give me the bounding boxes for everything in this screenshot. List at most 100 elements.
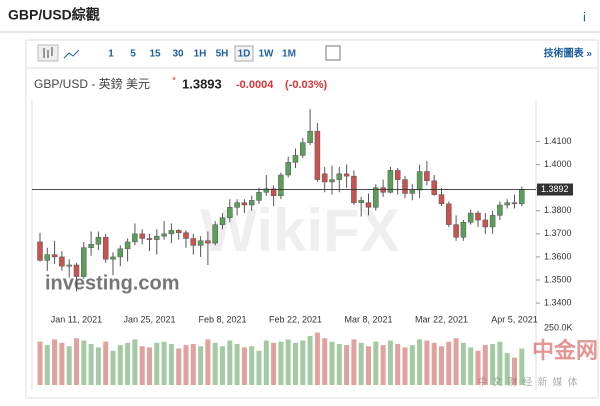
volume-bar [336,343,342,385]
candle-body [161,233,167,237]
candle-body [489,215,496,228]
volume-bar [74,338,79,385]
volume-bar [351,339,357,385]
candle-glyph [43,47,53,58]
volume-bar [154,342,160,385]
volume-bar [125,342,131,385]
candle-body [197,240,204,246]
candle-body [387,170,394,193]
volume-bar [490,343,496,385]
candle-body [190,238,197,246]
volume-bar [241,347,247,385]
volume-bar [81,340,87,385]
candle-body [285,162,291,176]
candle-body [497,204,503,216]
volume-bar [95,347,101,385]
candle-body [314,130,321,180]
volume-bar [314,332,320,385]
period-button[interactable]: 1H [194,49,207,60]
volume-bar [88,343,94,385]
volume-bar [198,346,204,385]
volume-bar [190,343,196,385]
candle-body [460,222,467,238]
volume-bar [212,342,218,385]
candle-body [511,202,518,205]
y-tick-label: 1.3500 [544,274,572,284]
period-button[interactable]: 1D [238,49,251,60]
period-button[interactable]: 5H [216,49,229,60]
period-button[interactable]: 5 [130,49,136,60]
period-button[interactable]: 1M [282,49,296,60]
candle-body [467,212,474,223]
y-tick-label: 1.4100 [544,136,572,146]
volume-bar [387,340,393,385]
volume-bar [205,339,211,385]
candle-body [59,256,65,267]
candle-body [504,202,510,206]
volume-bar [512,357,517,385]
x-tick-label: Jan 25, 2021 [123,314,175,324]
candle-body [482,219,489,228]
candle-body [270,188,277,197]
candle-body [110,256,116,260]
candle-body [300,142,306,156]
candle-body [132,233,138,243]
volume-bar [307,335,313,385]
candle-body [431,180,437,195]
candle-body [380,187,386,193]
candle-body [416,171,423,191]
volume-bar [168,343,174,385]
candle-body [256,192,262,201]
site-watermark: 中金网 [532,338,598,363]
volume-bar [183,345,189,385]
volume-bar [358,342,364,385]
candle-body [241,202,248,206]
volume-bar [329,341,335,385]
candle-body [402,179,408,194]
volume-bar [409,345,415,385]
period-button[interactable]: 1W [259,49,275,60]
candle-body [37,241,43,261]
tech-chart-link[interactable]: 技術圖表 » [544,47,593,60]
candle-body [329,179,335,183]
candle-body [227,207,233,218]
candle-body [321,173,328,183]
period-selected [234,45,254,62]
volume-bar [132,339,138,385]
volume-bar [395,343,401,385]
volume-bar [519,348,525,385]
candle-body [438,194,445,205]
candle-body [44,254,51,261]
candle-body [168,230,175,235]
volume-bar [446,341,452,385]
line-icon[interactable] [63,49,80,59]
candle-body [154,235,160,240]
volume-bar [249,346,255,385]
widget-title: GBP/USD綜觀 [8,7,100,23]
volume-bar [220,346,225,385]
x-tick-label: Feb 22, 2021 [269,314,322,324]
widget-frame [25,39,599,399]
volume-bar [482,345,488,385]
candle-body [519,189,525,205]
candle-body [365,202,372,208]
period-button[interactable]: 30 [172,49,184,60]
y-tick-label: 1.3800 [544,205,572,215]
volume-bar [37,341,43,385]
candle-body [73,264,80,277]
volume-bar [52,339,58,385]
candle-body [51,254,58,258]
period-button[interactable]: 1 [108,49,114,60]
period-button[interactable]: 15 [149,49,161,60]
x-tick-label: Feb 8, 2021 [198,314,246,324]
info-icon[interactable]: i [583,9,586,24]
site-sub-watermark: 中文财经新媒体 [478,376,583,389]
quote-change-pct: (-0.03%) [285,79,328,91]
volume-bar [475,350,481,385]
candle-body [95,237,102,245]
candle-body [117,248,124,258]
last-price-box [537,183,573,196]
settings-icon[interactable] [325,45,341,61]
quote-price: 1.3893 [182,76,222,91]
volume-bar [227,340,233,385]
